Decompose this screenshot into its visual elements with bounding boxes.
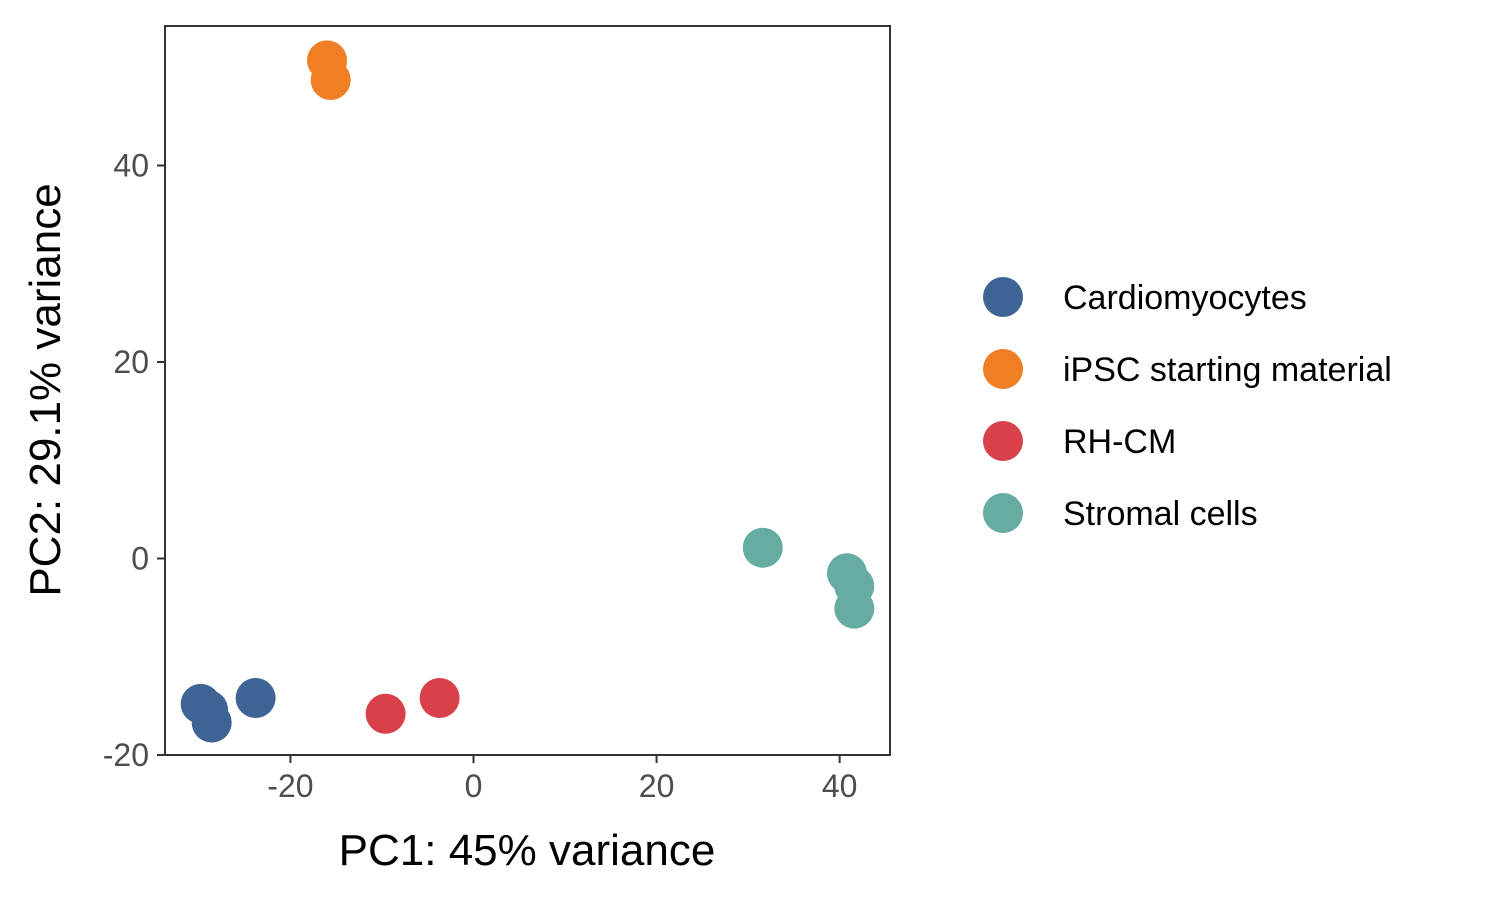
- x-axis-title: PC1: 45% variance: [339, 826, 716, 875]
- x-tick-label: 0: [465, 768, 483, 804]
- data-point: [742, 527, 783, 568]
- data-point: [834, 588, 875, 629]
- y-axis: -20 0 20 40: [103, 148, 165, 773]
- y-tick-label: 20: [113, 344, 149, 380]
- legend-key: [983, 277, 1023, 317]
- data-point: [419, 678, 460, 719]
- legend-label: Stromal cells: [1063, 495, 1258, 533]
- legend-key: [983, 349, 1023, 389]
- plot-panel: [164, 25, 891, 756]
- data-point: [310, 60, 351, 101]
- x-axis: -20 0 20 40: [267, 755, 857, 804]
- y-axis-title: PC2: 29.1% variance: [21, 183, 70, 596]
- x-tick-label: 40: [822, 768, 858, 804]
- points-layer: [180, 40, 875, 743]
- data-point: [235, 678, 276, 719]
- y-tick-label: 0: [131, 541, 149, 577]
- legend-label: Cardiomyocytes: [1063, 279, 1307, 317]
- y-tick-label: -20: [103, 737, 149, 773]
- legend-label: RH-CM: [1063, 423, 1176, 461]
- y-tick-label: 40: [113, 148, 149, 184]
- x-tick-label: -20: [267, 768, 313, 804]
- legend-label: iPSC starting material: [1063, 351, 1392, 389]
- x-tick-label: 20: [639, 768, 675, 804]
- data-point: [365, 693, 406, 734]
- legend: Cardiomyocytes iPSC starting material RH-C…: [983, 277, 1392, 533]
- legend-key: [983, 493, 1023, 533]
- legend-key: [983, 421, 1023, 461]
- data-point: [191, 702, 232, 743]
